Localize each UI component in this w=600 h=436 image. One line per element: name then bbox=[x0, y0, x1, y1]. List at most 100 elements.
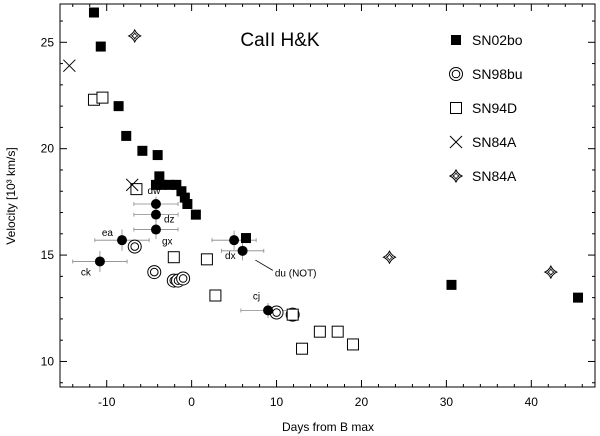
filled-square-marker bbox=[152, 150, 163, 161]
data-point bbox=[156, 179, 167, 190]
open-square-marker bbox=[331, 325, 344, 338]
data-point bbox=[150, 209, 161, 220]
filled-circle-marker bbox=[150, 199, 161, 210]
legend-label: SN84A bbox=[472, 168, 517, 184]
data-point bbox=[346, 338, 359, 351]
filled-circle-marker bbox=[229, 235, 240, 246]
star-marker-inner bbox=[452, 172, 460, 180]
filled-square-marker bbox=[150, 179, 161, 190]
x-tick-label: -10 bbox=[98, 395, 116, 409]
point-label: ea bbox=[102, 228, 114, 239]
filled-circle-marker bbox=[263, 305, 274, 316]
legend-entry: SN02bo bbox=[451, 32, 523, 48]
x-marker-stroke bbox=[62, 59, 76, 73]
data-point bbox=[116, 235, 127, 246]
outer-circle-marker bbox=[147, 265, 162, 280]
data-point bbox=[150, 179, 161, 190]
open-square-marker bbox=[450, 102, 462, 114]
data-point bbox=[125, 178, 139, 192]
data-point bbox=[286, 308, 299, 321]
data-point bbox=[127, 239, 142, 254]
filled-circle-marker bbox=[237, 245, 248, 256]
filled-square-marker bbox=[171, 179, 182, 190]
chart-title: CaII H&K bbox=[240, 30, 320, 51]
plot-frame bbox=[59, 3, 596, 388]
filled-square-marker bbox=[446, 279, 457, 290]
data-point bbox=[152, 150, 163, 161]
filled-square-marker bbox=[451, 35, 461, 45]
point-label: gx bbox=[162, 237, 173, 248]
filled-square-marker bbox=[190, 209, 201, 220]
data-point bbox=[154, 171, 165, 182]
data-point bbox=[229, 235, 240, 246]
data-point bbox=[382, 250, 397, 265]
x-axis-label: Days from B max bbox=[282, 420, 374, 434]
filled-square-marker bbox=[154, 171, 165, 182]
open-square-marker bbox=[167, 251, 180, 264]
data-point bbox=[296, 342, 309, 355]
data-point bbox=[179, 192, 190, 203]
data-point bbox=[62, 59, 76, 73]
outer-circle-marker bbox=[449, 67, 463, 81]
data-point bbox=[167, 251, 180, 264]
legend-symbol bbox=[449, 67, 463, 81]
x-marker-stroke bbox=[125, 178, 139, 192]
inner-circle-marker bbox=[451, 69, 461, 79]
data-point bbox=[263, 305, 274, 316]
data-point bbox=[209, 289, 222, 302]
open-square-marker bbox=[286, 308, 299, 321]
filled-square-marker bbox=[95, 41, 106, 52]
point-label: dw bbox=[148, 186, 162, 197]
legend-symbol bbox=[450, 102, 462, 114]
point-label: dz bbox=[164, 215, 175, 226]
point-label: ck bbox=[81, 267, 92, 278]
axis-ticks: -10 0 10 20 30 40 10 15 20 25 bbox=[41, 4, 595, 409]
legend-entry: SN98bu bbox=[449, 66, 523, 82]
x-tick-label: 10 bbox=[270, 395, 284, 409]
point-labels: ea ck dw dz gx dx cj du (NOT) bbox=[81, 186, 317, 302]
x-tick-label: 20 bbox=[355, 395, 369, 409]
data-point bbox=[176, 186, 187, 197]
data-point bbox=[88, 7, 99, 18]
data-point bbox=[331, 325, 344, 338]
filled-square-marker bbox=[156, 179, 167, 190]
outer-circle-marker bbox=[127, 239, 142, 254]
star-marker-outer bbox=[543, 264, 559, 280]
legend: SN02bo SN98bu SN94D SN84A SN84A bbox=[448, 32, 523, 184]
data-point bbox=[446, 279, 457, 290]
filled-circle-marker bbox=[116, 235, 127, 246]
filled-circle-marker bbox=[150, 224, 161, 235]
filled-square-marker bbox=[88, 7, 99, 18]
data-point bbox=[176, 271, 191, 286]
data-point bbox=[171, 179, 182, 190]
star-marker-outer bbox=[127, 28, 142, 44]
legend-symbol bbox=[449, 135, 463, 149]
point-label: cj bbox=[253, 291, 260, 302]
annotation-label: du (NOT) bbox=[275, 268, 317, 279]
data-point bbox=[96, 91, 109, 104]
legend-label: SN84A bbox=[472, 134, 517, 150]
data-point bbox=[95, 41, 106, 52]
data-point bbox=[147, 265, 162, 280]
annotation-leader-line bbox=[255, 259, 274, 271]
outer-circle-marker bbox=[176, 271, 191, 286]
legend-label: SN02bo bbox=[472, 32, 523, 48]
filled-square-marker bbox=[121, 130, 132, 141]
open-square-marker bbox=[313, 325, 326, 338]
legend-entry: SN84A bbox=[449, 134, 517, 150]
inner-circle-marker bbox=[272, 308, 281, 317]
inner-circle-marker bbox=[130, 242, 140, 251]
filled-square-marker bbox=[164, 179, 175, 190]
legend-label: SN94D bbox=[472, 100, 517, 116]
data-point bbox=[269, 305, 284, 320]
data-point bbox=[313, 325, 326, 338]
data-point bbox=[121, 130, 132, 141]
star-marker-inner bbox=[130, 31, 139, 40]
inner-circle-marker bbox=[149, 267, 159, 277]
legend-symbol bbox=[448, 168, 464, 184]
x-tick-label: 30 bbox=[440, 395, 454, 409]
x-tick-label: 0 bbox=[188, 395, 195, 409]
error-bars bbox=[72, 196, 296, 318]
open-square-marker bbox=[96, 91, 109, 104]
